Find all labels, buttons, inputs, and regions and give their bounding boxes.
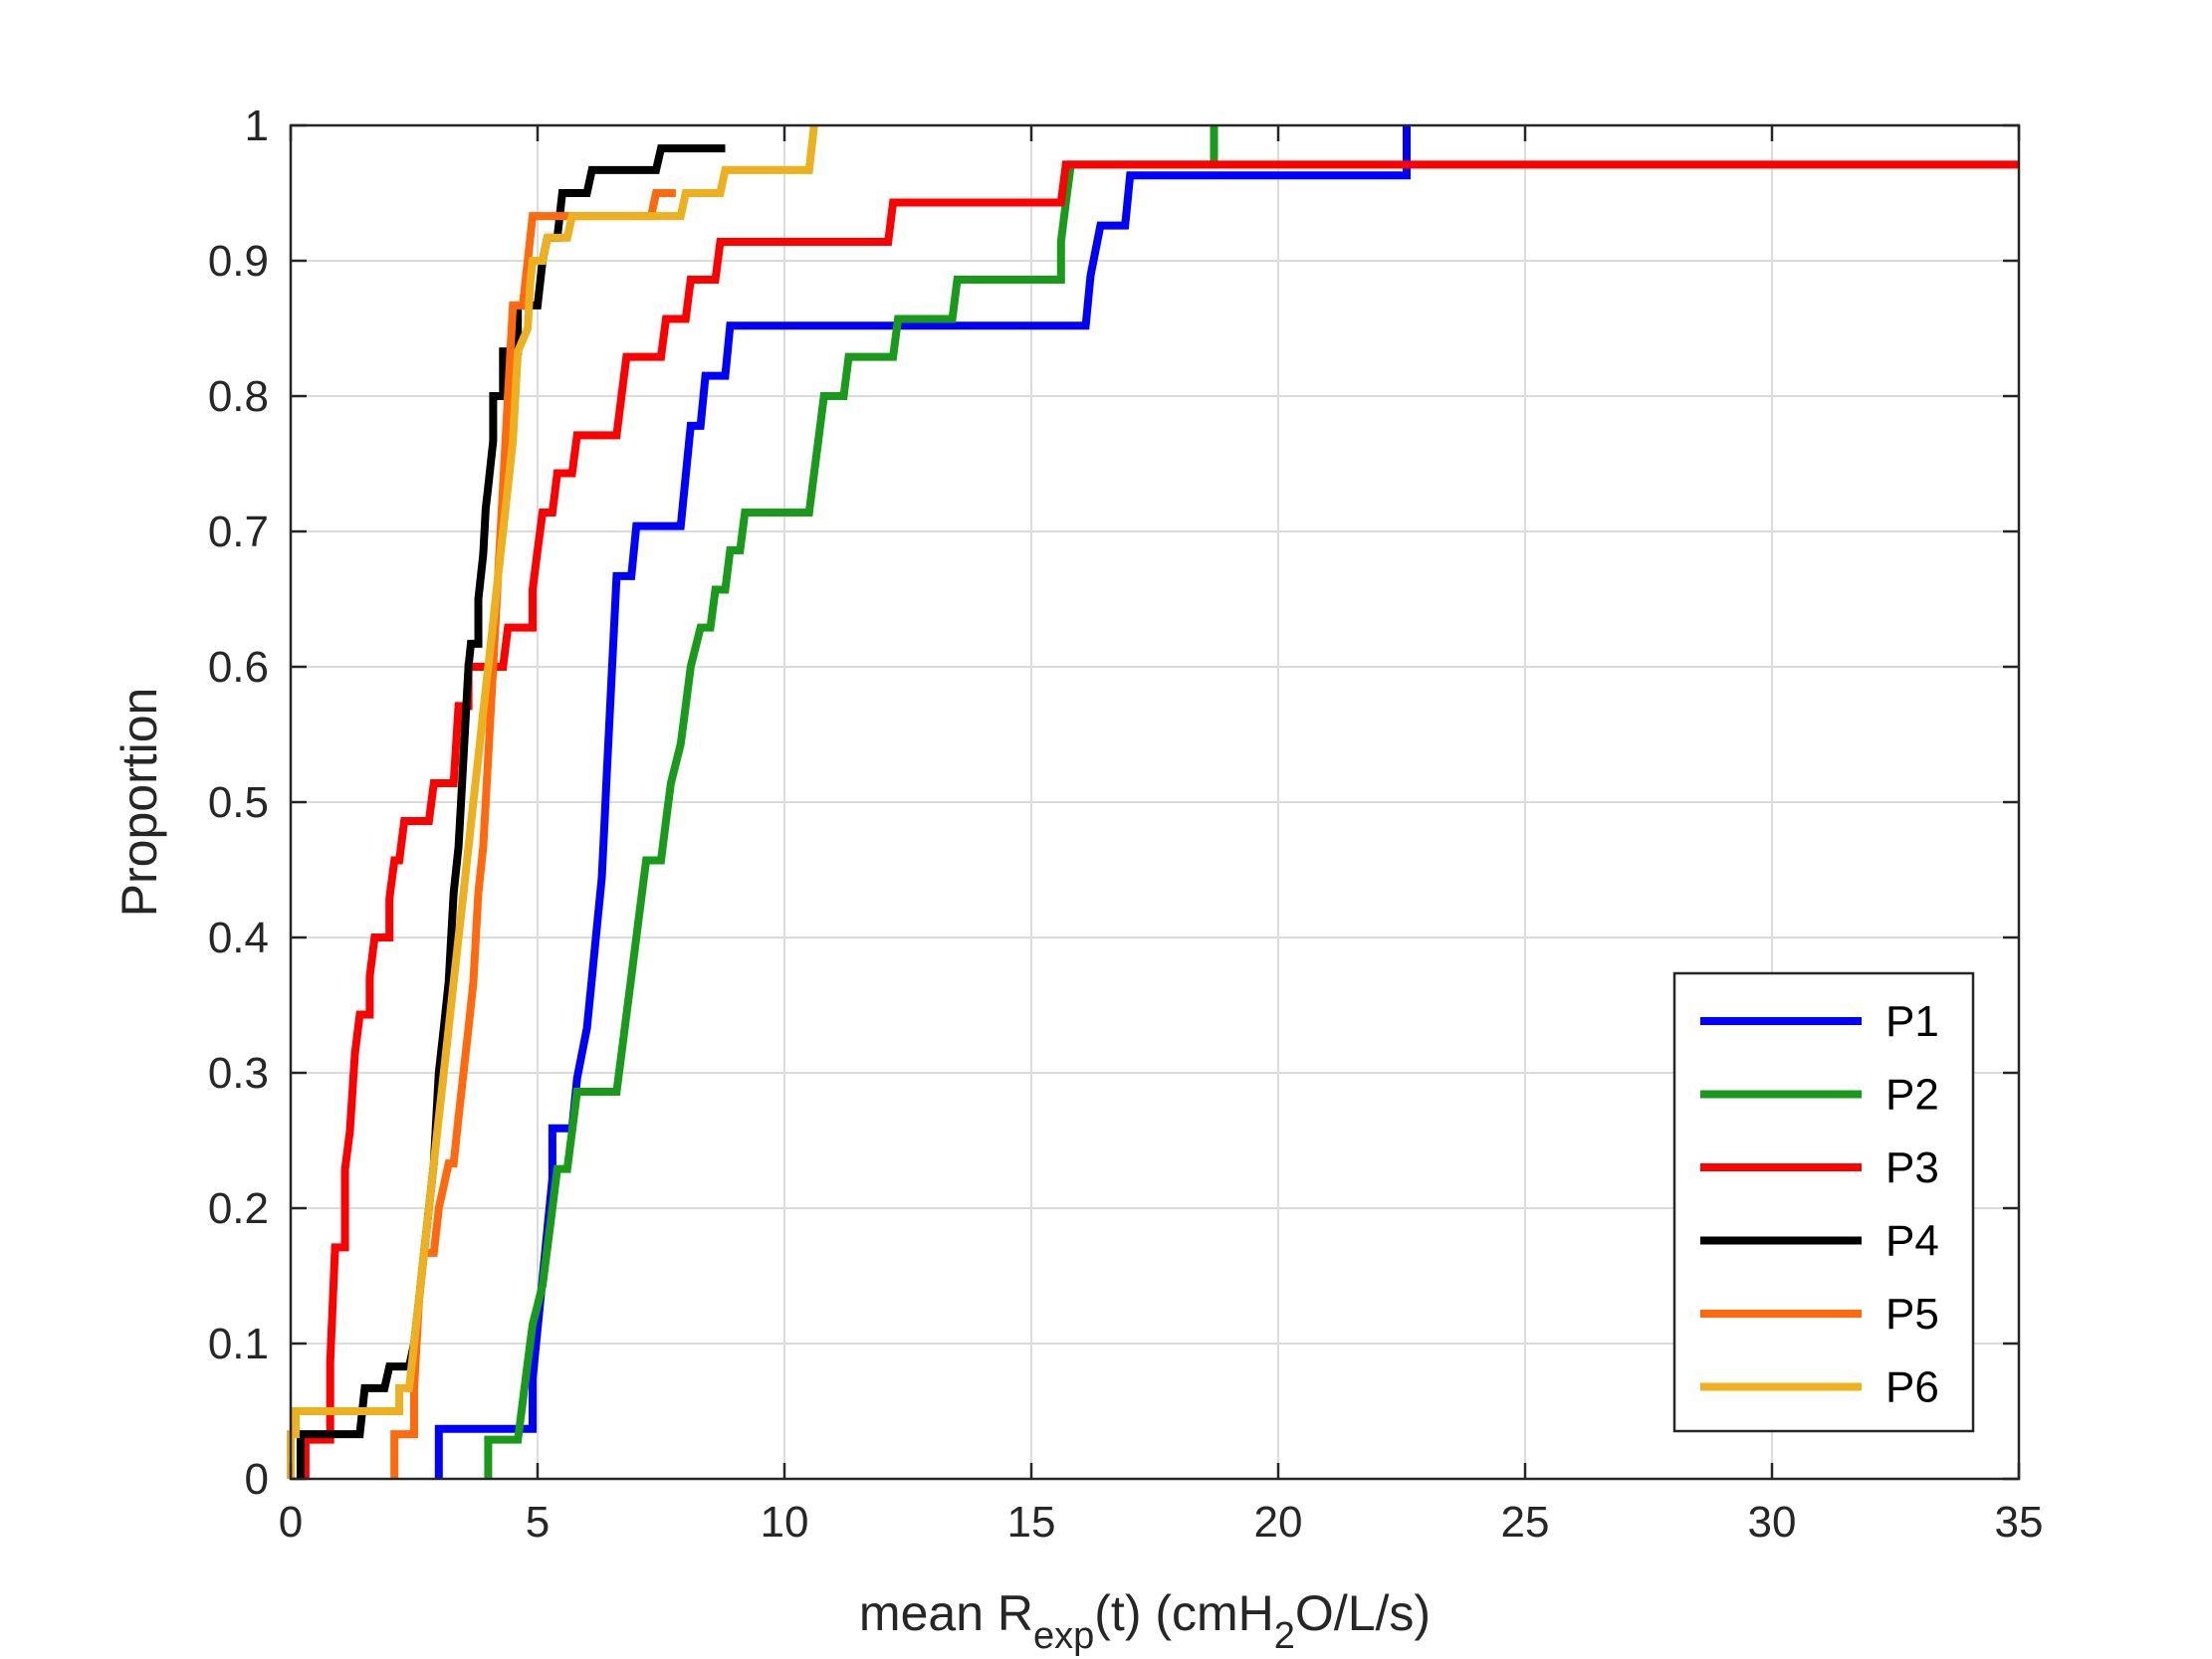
axis-ticks: [289, 123, 2021, 1481]
y-tick-label: 1: [245, 102, 269, 150]
y-axis-label: Proportion: [111, 688, 167, 918]
y-tick-label: 0: [245, 1455, 269, 1504]
x-label-sub1: exp: [1033, 1615, 1094, 1657]
x-tick-labels: 0 5 10 15 20 25 30 35: [279, 1498, 2044, 1547]
x-tick-label: 15: [1007, 1498, 1056, 1547]
y-tick-label: 0.1: [208, 1320, 269, 1368]
y-tick-label: 0.9: [208, 237, 269, 286]
series-line-p6: [287, 124, 818, 1479]
legend-label-p5: P5: [1885, 1290, 1939, 1339]
legend-label-p6: P6: [1885, 1363, 1939, 1412]
x-tick-label: 10: [761, 1498, 809, 1547]
x-label-sub2: 2: [1274, 1615, 1295, 1657]
x-axis-label: mean Rexp(t) (cmH2O/L/s): [859, 1585, 1431, 1657]
y-tick-label: 0.4: [208, 914, 269, 962]
y-tick-label: 0.8: [208, 372, 269, 421]
legend-label-p2: P2: [1885, 1071, 1939, 1120]
x-label-pre: mean R: [859, 1585, 1033, 1641]
x-tick-label: 30: [1748, 1498, 1797, 1547]
x-tick-label: 25: [1501, 1498, 1550, 1547]
legend-box: [1672, 971, 1975, 1433]
y-tick-labels: 0 0.1 0.2 0.3 0.4 0.5 0.6 0.7 0.8 0.9 1: [208, 102, 269, 1504]
y-tick-label: 0.6: [208, 643, 269, 692]
y-tick-label: 0.7: [208, 508, 269, 556]
x-label-mid: (t) (cmH: [1094, 1585, 1274, 1641]
series-line-p2: [484, 125, 1218, 1479]
x-tick-label: 35: [1995, 1498, 2044, 1547]
legend: P1 P2 P3 P4 P5 P6: [1672, 971, 1975, 1433]
y-tick-label: 0.3: [208, 1049, 269, 1098]
legend-label-p1: P1: [1885, 997, 1939, 1046]
legend-label-p4: P4: [1885, 1217, 1939, 1266]
y-tick-label: 0.5: [208, 778, 269, 827]
x-tick-label: 0: [279, 1498, 303, 1547]
y-tick-label: 0.2: [208, 1184, 269, 1233]
x-label-post: O/L/s): [1295, 1585, 1431, 1641]
x-tick-label: 20: [1254, 1498, 1303, 1547]
series-layer: [287, 124, 2019, 1479]
x-tick-label: 5: [526, 1498, 550, 1547]
legend-label-p3: P3: [1885, 1143, 1939, 1192]
